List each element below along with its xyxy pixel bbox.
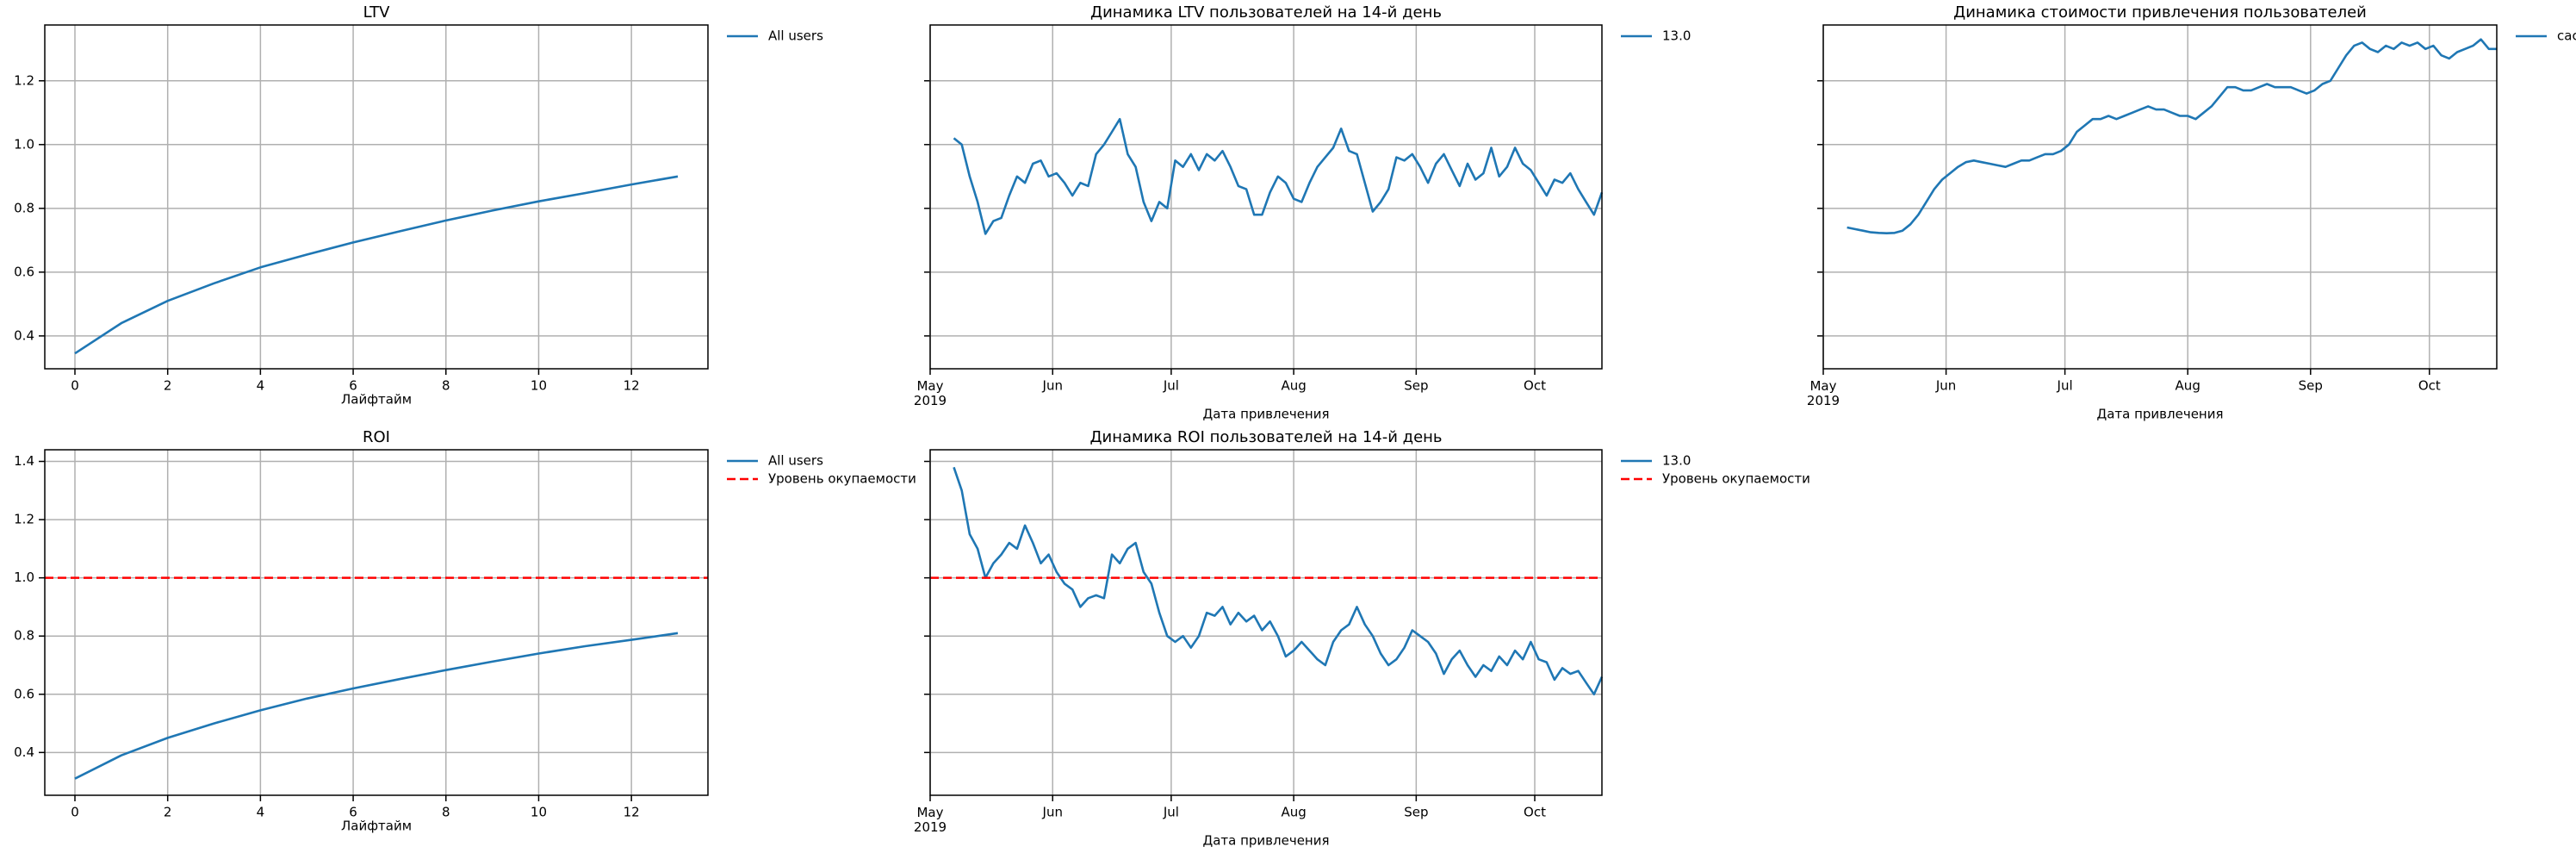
x-tick-label: 0 — [71, 378, 79, 394]
y-tick-label: 1.0 — [14, 136, 34, 152]
x-tick-label: Aug — [2176, 378, 2200, 394]
data-line — [74, 632, 679, 780]
y-tick-label: 1.2 — [14, 72, 34, 88]
chart-title: ROI — [363, 428, 390, 446]
axes-frame — [1822, 24, 2498, 370]
x-tick-label: Sep — [1404, 805, 1428, 820]
x-tick-label: 2 — [164, 805, 172, 820]
x-axis-label: Дата привлечения — [2096, 407, 2223, 422]
x-tick-label: 8 — [442, 805, 450, 820]
x-tick-label: May 2019 — [914, 805, 947, 835]
data-line — [1847, 38, 2497, 234]
x-tick-label: Aug — [1281, 805, 1306, 820]
y-tick-label: 1.2 — [14, 512, 34, 527]
x-axis-label: Дата привлечения — [1202, 833, 1329, 849]
x-tick-label: Jul — [1163, 805, 1179, 820]
legend-label: 13.0 — [1662, 453, 1691, 469]
legend-label: cac — [2557, 28, 2576, 44]
y-tick-label: 0.4 — [14, 744, 34, 760]
data-line — [953, 466, 1604, 696]
y-tick-label: 0.8 — [14, 200, 34, 215]
x-tick-label: Jun — [1042, 805, 1063, 820]
x-axis-label: Лайфтайм — [341, 392, 412, 408]
legend-label: Уровень окупаемости — [1662, 471, 1810, 487]
x-tick-label: 10 — [531, 805, 547, 820]
y-tick-label: 0.6 — [14, 264, 34, 279]
axes-frame — [929, 24, 1603, 370]
y-tick-label: 0.8 — [14, 628, 34, 644]
x-tick-label: May 2019 — [1807, 378, 1840, 408]
x-tick-label: May 2019 — [914, 378, 947, 408]
data-line — [74, 175, 679, 355]
y-tick-label: 1.4 — [14, 453, 34, 469]
axes-frame — [44, 449, 709, 796]
x-tick-label: Sep — [1404, 378, 1428, 394]
x-axis-label: Дата привлечения — [1202, 407, 1329, 422]
x-tick-label: 12 — [624, 378, 640, 394]
x-tick-label: Jun — [1042, 378, 1063, 394]
x-tick-label: 6 — [349, 378, 357, 394]
x-tick-label: 6 — [349, 805, 357, 820]
x-tick-label: Oct — [2418, 378, 2441, 394]
chart-title: Динамика стоимости привлечения пользоват… — [1953, 3, 2367, 22]
legend-label: 13.0 — [1662, 28, 1691, 44]
x-tick-label: 2 — [164, 378, 172, 394]
x-tick-label: Sep — [2299, 378, 2323, 394]
x-tick-label: Jun — [1935, 378, 1956, 394]
chart-title: Динамика LTV пользователей на 14-й день — [1090, 3, 1442, 22]
axes-frame — [44, 24, 709, 370]
data-line — [953, 117, 1604, 235]
x-tick-label: 4 — [257, 378, 265, 394]
x-tick-label: 4 — [257, 805, 265, 820]
x-tick-label: Aug — [1281, 378, 1306, 394]
axes-frame — [929, 449, 1603, 796]
y-tick-label: 0.6 — [14, 686, 34, 701]
y-tick-label: 0.4 — [14, 327, 34, 343]
x-tick-label: 8 — [442, 378, 450, 394]
x-tick-label: Jul — [1163, 378, 1179, 394]
x-tick-label: Oct — [1524, 378, 1546, 394]
y-tick-label: 1.0 — [14, 570, 34, 585]
legend-label: Уровень окупаемости — [768, 471, 916, 487]
x-tick-label: 10 — [531, 378, 547, 394]
legend-label: All users — [768, 453, 823, 469]
x-tick-label: Oct — [1524, 805, 1546, 820]
legend-label: All users — [768, 28, 823, 44]
x-tick-label: 12 — [624, 805, 640, 820]
chart-title: Динамика ROI пользователей на 14-й день — [1089, 428, 1442, 446]
x-tick-label: 0 — [71, 805, 79, 820]
chart-title: LTV — [363, 3, 391, 22]
x-tick-label: Jul — [2057, 378, 2073, 394]
x-axis-label: Лайфтайм — [341, 819, 412, 834]
